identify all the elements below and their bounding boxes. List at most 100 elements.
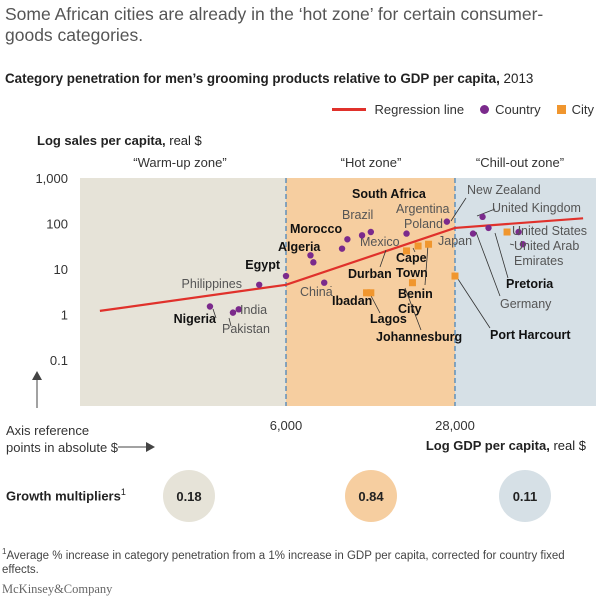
growth-circle-hot: 0.84 bbox=[345, 470, 397, 522]
zone-title: “Chill-out zone” bbox=[476, 155, 564, 170]
y-tick-label: 100 bbox=[46, 217, 68, 232]
x-axis-arrow-head bbox=[146, 442, 155, 452]
country-point bbox=[338, 245, 346, 252]
point-label: India bbox=[240, 303, 267, 317]
x-tick-label: 6,000 bbox=[270, 418, 303, 433]
y-axis-label-bold: Log sales per capita, bbox=[37, 133, 166, 148]
chillout-zone-band bbox=[455, 178, 596, 406]
axis-reference-note: Axis reference points in absolute $ bbox=[6, 422, 118, 456]
point-label: New Zealand bbox=[467, 183, 541, 197]
country-point bbox=[515, 228, 522, 236]
y-tick-label: 1 bbox=[61, 308, 68, 323]
chart-subtitle-bold: Category penetration for men’s grooming … bbox=[5, 71, 500, 86]
label-leader-line bbox=[475, 231, 501, 297]
country-point bbox=[282, 272, 290, 280]
axis-reference-line2: points in absolute $ bbox=[6, 440, 119, 455]
country-point bbox=[485, 224, 492, 232]
country-point bbox=[443, 218, 451, 225]
label-leader-line bbox=[450, 197, 467, 222]
point-label-line: Cape bbox=[396, 251, 427, 265]
point-label: Algeria bbox=[278, 240, 321, 254]
country-point bbox=[479, 213, 486, 221]
country-point bbox=[519, 241, 527, 248]
x-axis-label-unit: real $ bbox=[553, 438, 586, 453]
y-axis-label-unit: real $ bbox=[169, 133, 202, 148]
city-point bbox=[363, 289, 371, 297]
label-leader-line bbox=[228, 317, 232, 327]
country-point bbox=[403, 230, 410, 237]
label-leader-line bbox=[494, 232, 509, 279]
point-label: Cape Town bbox=[396, 251, 428, 280]
label-leader-line bbox=[412, 247, 416, 253]
label-leader-line bbox=[404, 287, 422, 331]
legend-country-label: Country bbox=[495, 102, 541, 117]
city-square-swatch bbox=[556, 105, 566, 114]
point-label-line: Town bbox=[396, 266, 428, 280]
city-point bbox=[367, 289, 375, 297]
city-point bbox=[414, 242, 422, 250]
growth-multipliers-text: Growth multipliers bbox=[6, 488, 121, 504]
label-leader-line bbox=[379, 249, 387, 268]
point-label: China bbox=[300, 285, 333, 299]
point-label: Port Harcourt bbox=[490, 328, 571, 342]
point-label: Lagos bbox=[370, 312, 407, 326]
point-label: Ibadan bbox=[332, 294, 372, 308]
point-label-line: Benin bbox=[398, 287, 433, 301]
country-dot-swatch bbox=[480, 105, 490, 114]
x-axis-label-bold: Log GDP per capita, bbox=[425, 438, 550, 453]
growth-multipliers-label: Growth multipliers1 bbox=[6, 487, 126, 503]
point-label-line: Emirates bbox=[514, 254, 563, 268]
x-tick-label: 28,000 bbox=[435, 418, 475, 433]
point-label: Pretoria bbox=[506, 277, 554, 291]
chart-canvas: “Warm-up zone” “Hot zone” “Chill-out zone”… bbox=[32, 155, 596, 452]
point-label: Nigeria bbox=[174, 312, 217, 326]
point-label: United States bbox=[512, 224, 587, 238]
point-label: Brazil bbox=[342, 208, 373, 222]
point-label: Durban bbox=[348, 267, 392, 281]
country-point bbox=[235, 306, 242, 313]
point-label: Benin City bbox=[398, 287, 433, 316]
legend-regression-label: Regression line bbox=[374, 102, 465, 117]
regression-line-swatch bbox=[332, 108, 367, 111]
country-point bbox=[310, 259, 317, 266]
x-axis-label: Log GDP per capita, real $ bbox=[426, 438, 586, 453]
growth-footnote-marker: 1 bbox=[120, 487, 126, 497]
chart-subtitle: Category penetration for men’s grooming … bbox=[5, 71, 533, 86]
y-axis-label: Log sales per capita, real $ bbox=[37, 133, 202, 148]
y-axis-arrow-head bbox=[32, 371, 42, 380]
point-label: United Arab Emirates bbox=[514, 239, 579, 268]
country-point bbox=[344, 236, 351, 243]
zone-title: “Warm-up zone” bbox=[133, 155, 226, 170]
country-point bbox=[321, 279, 328, 286]
y-tick-label: 10 bbox=[54, 262, 68, 277]
label-leader-line bbox=[476, 208, 496, 217]
regression-line bbox=[99, 217, 584, 312]
point-label: Johannesburg bbox=[376, 330, 462, 344]
growth-circle-warmup: 0.18 bbox=[163, 470, 215, 522]
point-label: Germany bbox=[500, 297, 552, 311]
label-leader-line bbox=[509, 243, 515, 246]
point-label: Philippines bbox=[182, 277, 242, 291]
country-point bbox=[229, 309, 237, 316]
point-label: Argentina bbox=[396, 202, 450, 216]
point-label: Poland bbox=[404, 217, 443, 231]
legend-city-label: City bbox=[571, 102, 594, 117]
warmup-zone-band bbox=[80, 178, 286, 406]
point-label: Pakistan bbox=[222, 322, 270, 336]
growth-circle-chillout: 0.11 bbox=[499, 470, 551, 522]
point-label: United Kingdom bbox=[492, 201, 581, 215]
city-point bbox=[408, 279, 416, 287]
footnote-text: Average % increase in category penetrati… bbox=[2, 549, 565, 576]
city-point bbox=[503, 228, 511, 236]
headline: Some African cities are already in the ‘… bbox=[5, 4, 544, 45]
label-leader-line bbox=[455, 275, 491, 329]
country-point bbox=[367, 228, 375, 236]
point-label: Egypt bbox=[245, 258, 281, 272]
label-leader-line bbox=[212, 308, 217, 319]
y-tick-label: 0.1 bbox=[50, 353, 68, 368]
point-label: Mexico bbox=[360, 235, 400, 249]
country-point bbox=[307, 252, 314, 259]
y-tick-label: 1,000 bbox=[35, 171, 68, 186]
point-label-line: City bbox=[398, 302, 422, 316]
label-leader-line bbox=[424, 244, 429, 286]
